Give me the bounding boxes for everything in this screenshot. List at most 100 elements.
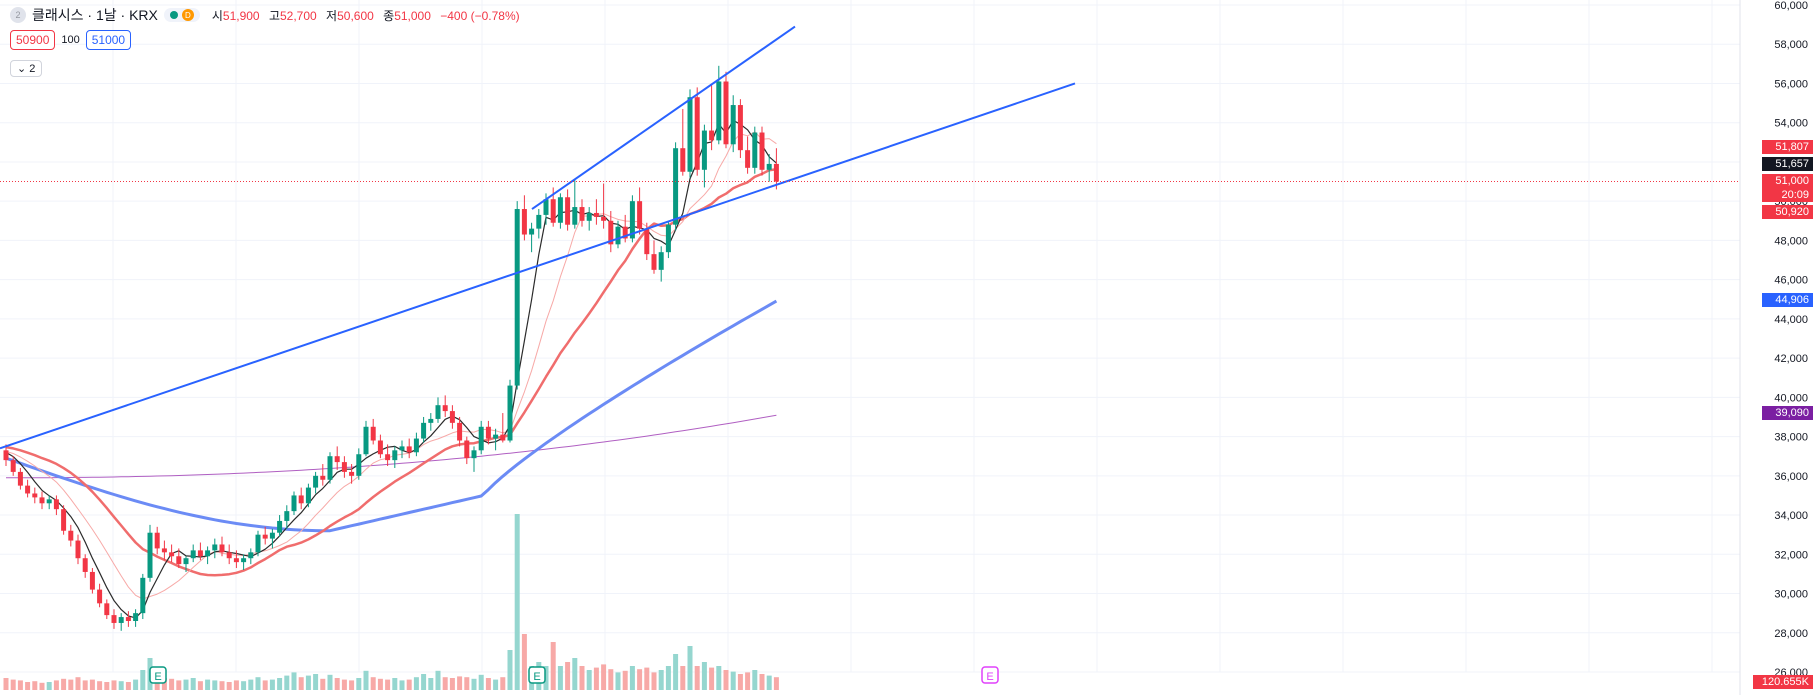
candle-body [421,422,427,439]
volume-bar [327,674,333,690]
ma120-line [6,414,777,479]
volume-bar [687,646,693,690]
volume-bar [471,678,477,690]
candle-body [104,603,110,616]
price-axis-tag: 39,090 [1762,406,1813,420]
sell-button[interactable]: 50900 [10,30,56,50]
buy-button[interactable]: 51000 [85,30,132,50]
market-status-pill[interactable]: D [163,8,200,22]
candle-body [478,426,484,451]
candle-body [759,132,765,170]
candle-body [313,475,319,488]
ohlc-values: 시51,900 고52,700 저50,600 종51,000 −400 (−0… [211,8,520,23]
volume-bar [363,670,369,690]
symbol-badge: 2 [10,7,26,23]
candle-body [183,558,189,565]
candle-body [413,438,419,453]
price-tick-label: 38,000 [1774,432,1808,444]
volume-bar [385,679,391,690]
volume-bar [61,678,67,690]
volume-bar [10,679,16,690]
indicators-toggle-button[interactable]: ⌄ 2 [10,60,43,77]
volume-bar [104,682,110,690]
volume-bar [277,678,283,690]
candle-body [644,228,650,255]
earnings-marker-icon[interactable]: E [981,666,999,684]
chart-title[interactable]: 클래시스 · 1날 · KRX [32,7,158,23]
chevron-down-icon: ⌄ [17,63,27,75]
price-tick-label: 28,000 [1774,628,1808,640]
volume-bar [97,681,103,690]
volume-bar [644,667,650,690]
volume-bar [543,666,549,690]
candle-body [629,201,635,239]
volume-bar [701,662,707,690]
candle-body [233,558,239,563]
candle-body [773,163,779,182]
candle-body [752,132,758,168]
volume-bar [399,680,405,690]
volume-bar [341,679,347,690]
candle-body [75,540,81,559]
volume-bar [125,682,131,690]
volume-bar [651,672,657,690]
volume-bar [557,666,563,690]
price-axis-tag: 51,807 [1762,140,1813,154]
volume-bar [759,674,765,690]
candle-body [622,226,628,239]
volume-bar [442,677,448,690]
price-tick-label: 60,000 [1774,0,1808,12]
volume-bar [413,677,419,690]
candle-body [97,589,103,604]
candle-body [543,199,549,215]
candle-body [219,544,225,553]
volume-bar [75,677,81,690]
ma10-line [5,131,777,600]
candle-body [737,105,743,151]
quantity-field[interactable]: 100 [61,34,80,46]
candle-body [349,471,355,476]
volume-bar [248,679,254,690]
volume-bar [449,678,455,690]
candle-body [356,454,362,476]
volume-bar [305,675,311,690]
candle-body [197,550,203,557]
earnings-marker-icon[interactable]: E [149,666,167,684]
candle-body [608,220,614,245]
volume-bar [723,670,729,690]
candle-body [399,446,405,451]
candle-body [377,440,383,455]
volume-bar [637,669,643,690]
volume-bar [680,666,686,690]
volume-bar [392,678,398,690]
volume-bar [39,682,45,690]
volume-bar [334,678,340,690]
volume-bar [262,680,268,690]
volume-bar [464,677,470,690]
price-axis-tag: 51,657 [1762,157,1813,171]
candle-body [457,422,463,441]
volume-bar [673,654,679,690]
volume-bar [709,667,715,690]
candle-body [255,534,261,553]
volume-bar [298,677,304,690]
volume-bar [356,678,362,690]
candle-body [593,212,599,217]
candle-body [449,411,455,423]
volume-bar [608,669,614,690]
candle-body [572,207,578,225]
volume-bar [593,667,599,690]
volume-bar [89,679,95,690]
volume-bar [46,682,52,690]
volume-bar [485,678,491,690]
volume-bar [212,680,218,690]
price-tick-label: 54,000 [1774,118,1808,130]
candle-body [284,511,290,521]
candle-body [694,97,700,170]
volume-bar [161,678,167,690]
volume-bar [745,672,751,690]
candle-body [32,493,38,498]
candle-body [334,456,340,463]
earnings-marker-icon[interactable]: E [528,666,546,684]
